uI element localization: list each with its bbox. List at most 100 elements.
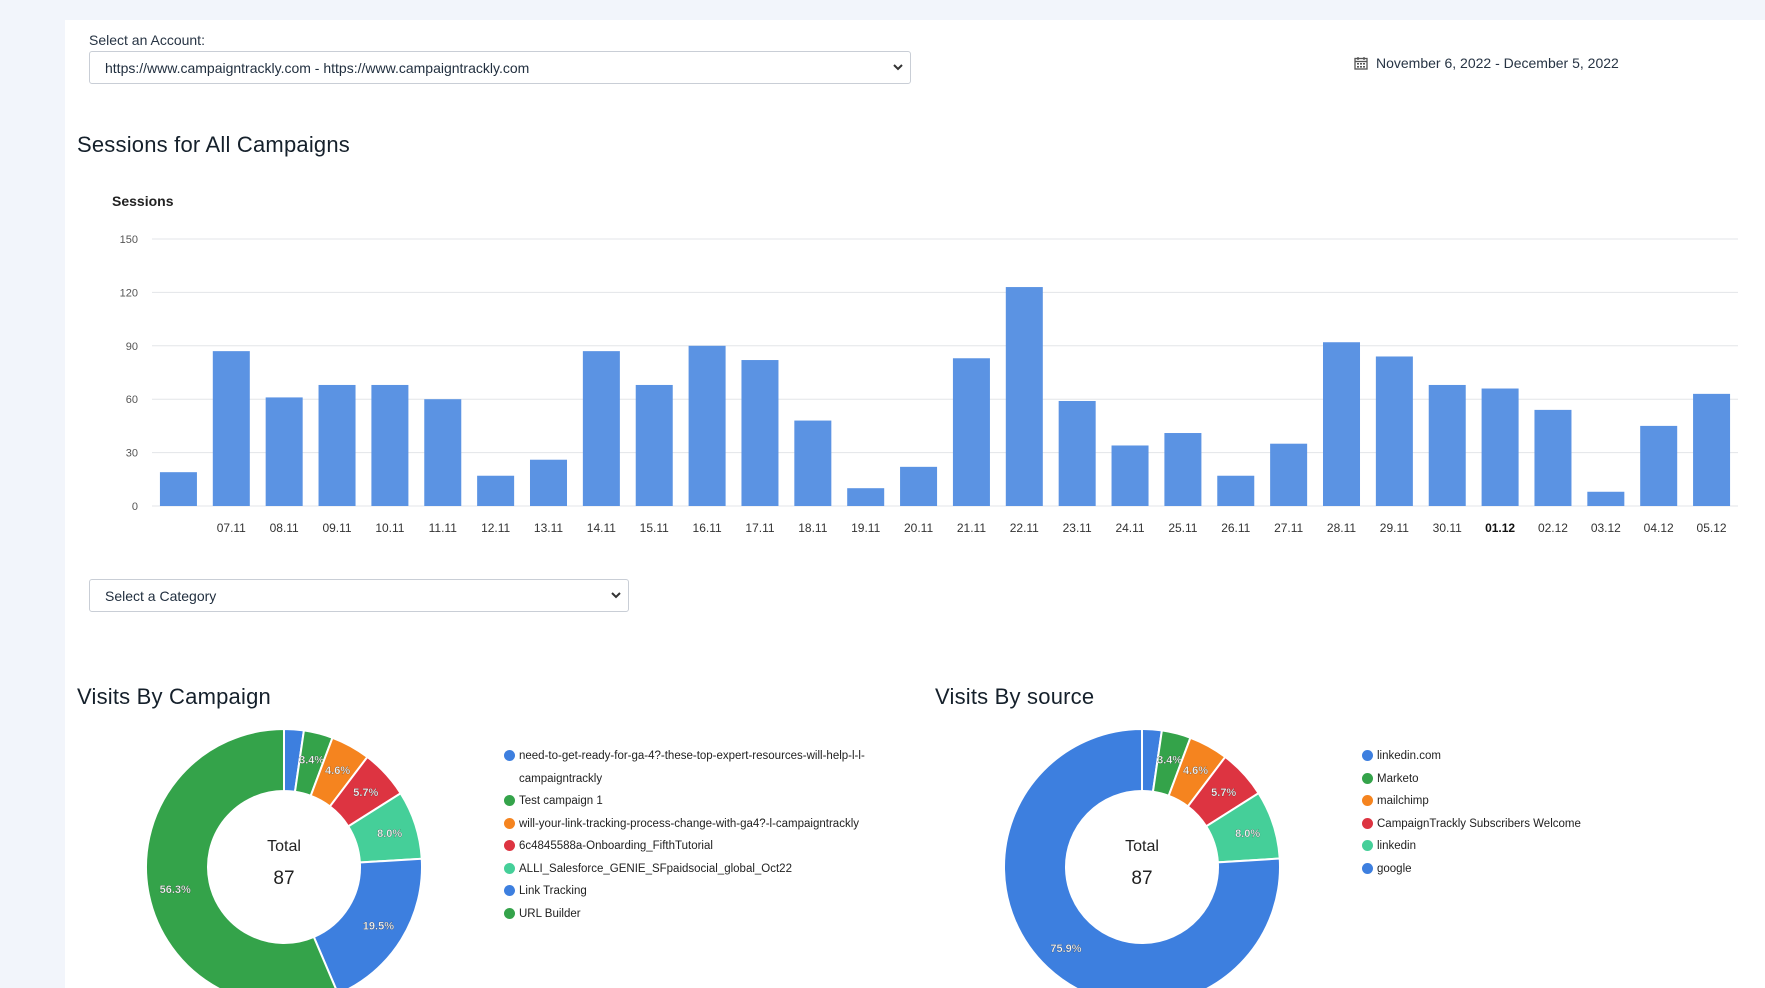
y-tick-label: 120 bbox=[120, 287, 138, 299]
x-tick-label: 01.12 bbox=[1485, 521, 1515, 535]
source-legend: linkedin.com Marketo mailchimp CampaignTrac… bbox=[1362, 745, 1662, 880]
slice-label: 8.0% bbox=[377, 828, 402, 840]
slice-5 bbox=[312, 857, 423, 988]
x-tick-label: 30.11 bbox=[1433, 521, 1462, 535]
bar-05.12 bbox=[1693, 393, 1731, 506]
legend-item[interactable]: ALLI_Salesforce_GENIE_SFpaidsocial_globa… bbox=[504, 858, 904, 881]
campaign-total-label: Total bbox=[267, 838, 301, 855]
legend-swatch bbox=[1362, 795, 1373, 806]
legend-swatch bbox=[504, 750, 515, 761]
bar-24.11 bbox=[1111, 445, 1149, 506]
slice-label: 56.3% bbox=[160, 884, 191, 896]
bar-27.11 bbox=[1270, 443, 1308, 506]
slice-5 bbox=[1003, 727, 1281, 988]
bar-19.11 bbox=[847, 488, 885, 506]
bar-14.11 bbox=[582, 351, 620, 506]
legend-item[interactable]: Marketo bbox=[1362, 768, 1662, 791]
legend-label: will-your-link-tracking-process-change-w… bbox=[519, 817, 860, 830]
chevron-down-icon bbox=[611, 592, 621, 599]
slice-label: 75.9% bbox=[1050, 943, 1081, 955]
source-total-label: Total bbox=[1125, 838, 1159, 855]
legend-swatch bbox=[504, 840, 515, 851]
x-tick-label: 28.11 bbox=[1327, 521, 1356, 535]
legend-label: Link Tracking bbox=[519, 885, 587, 897]
bar-03.12 bbox=[1587, 491, 1625, 506]
slice-label: 8.0% bbox=[1235, 828, 1260, 840]
x-tick-label: 22.11 bbox=[1010, 521, 1039, 535]
bar-30.11 bbox=[1428, 384, 1466, 506]
legend-item[interactable]: Link Tracking bbox=[504, 880, 904, 903]
campaign-legend: need-to-get-ready-for-ga-4?-these-top-ex… bbox=[504, 745, 904, 925]
slice-label: 19.5% bbox=[363, 920, 394, 932]
legend-item[interactable]: 6c4845588a-Onboarding_FifthTutorial bbox=[504, 835, 904, 858]
legend-swatch bbox=[504, 907, 515, 919]
campaign-total: Total 87 bbox=[224, 838, 344, 890]
bar-08.11 bbox=[265, 397, 303, 506]
legend-item[interactable]: google bbox=[1362, 858, 1662, 881]
legend-item[interactable]: mailchimp bbox=[1362, 790, 1662, 813]
bar-12.11 bbox=[477, 475, 515, 506]
legend-item[interactable]: CampaignTrackly Subscribers Welcome bbox=[1362, 813, 1662, 836]
y-tick-label: 60 bbox=[126, 394, 138, 406]
bar-11.11 bbox=[424, 399, 462, 506]
x-tick-label: 24.11 bbox=[1115, 521, 1144, 535]
x-tick-label: 15.11 bbox=[640, 521, 669, 535]
legend-swatch bbox=[1362, 750, 1373, 761]
legend-swatch bbox=[1362, 840, 1373, 851]
legend-item[interactable]: need-to-get-ready-for-ga-4?-these-top-ex… bbox=[504, 745, 904, 790]
bar-25.11 bbox=[1164, 433, 1202, 506]
bar-20.11 bbox=[900, 466, 938, 506]
legend-item[interactable]: will-your-link-tracking-process-change-w… bbox=[504, 813, 904, 836]
campaign-total-value: 87 bbox=[273, 868, 295, 889]
bar-chart-title: Sessions bbox=[112, 193, 174, 209]
x-tick-label: 10.11 bbox=[375, 521, 404, 535]
category-select-value: Select a Category bbox=[105, 587, 217, 604]
x-tick-label: 20.11 bbox=[904, 521, 933, 535]
bar-28.11 bbox=[1322, 342, 1361, 506]
bar-10.11 bbox=[371, 384, 409, 506]
slice-label: 3.4% bbox=[1157, 754, 1182, 766]
x-tick-label: 18.11 bbox=[798, 521, 827, 535]
y-tick-label: 0 bbox=[132, 501, 138, 513]
legend-swatch bbox=[1362, 817, 1373, 829]
x-tick-label: 07.11 bbox=[217, 521, 246, 535]
x-tick-label: 14.11 bbox=[587, 521, 616, 535]
slice-label: 5.7% bbox=[1211, 787, 1236, 799]
slice-label: 4.6% bbox=[325, 765, 350, 777]
bar-07.11 bbox=[212, 351, 250, 506]
legend-item[interactable]: Test campaign 1 bbox=[504, 790, 904, 813]
legend-label: URL Builder bbox=[519, 907, 581, 920]
bar-21.11 bbox=[952, 358, 990, 506]
category-select[interactable]: Select a Category bbox=[89, 579, 629, 612]
bar-15.11 bbox=[635, 384, 673, 506]
legend-item[interactable]: linkedin bbox=[1362, 835, 1662, 858]
legend-swatch bbox=[504, 795, 515, 806]
bar-13.11 bbox=[529, 459, 568, 506]
date-range-text: November 6, 2022 - December 5, 2022 bbox=[1376, 55, 1619, 71]
x-tick-label: 25.11 bbox=[1168, 521, 1197, 535]
legend-label: need-to-get-ready-for-ga-4?-these-top-ex… bbox=[519, 750, 865, 785]
x-tick-label: 17.11 bbox=[745, 521, 774, 535]
slice-6 bbox=[145, 727, 337, 988]
legend-label: ALLI_Salesforce_GENIE_SFpaidsocial_globa… bbox=[519, 862, 792, 875]
sessions-chart-heading: Sessions for All Campaigns bbox=[77, 132, 350, 157]
legend-item[interactable]: URL Builder bbox=[504, 903, 904, 926]
y-tick-label: 90 bbox=[126, 341, 138, 353]
legend-swatch bbox=[1362, 772, 1373, 784]
campaign-chart-heading: Visits By Campaign bbox=[77, 684, 271, 709]
legend-label: linkedin.com bbox=[1377, 750, 1441, 762]
x-tick-label: 09.11 bbox=[322, 521, 351, 535]
y-tick-label: 30 bbox=[126, 448, 138, 460]
x-tick-label: 13.11 bbox=[534, 521, 563, 535]
campaign-donut-chart: 3.4%4.6%5.7% 8.0% 19.5% 56.3% bbox=[145, 727, 423, 988]
x-tick-label: 29.11 bbox=[1380, 521, 1409, 535]
legend-item[interactable]: linkedin.com bbox=[1362, 745, 1662, 768]
date-range-picker[interactable]: November 6, 2022 - December 5, 2022 bbox=[1354, 55, 1619, 71]
x-tick-label: 16.11 bbox=[693, 521, 722, 535]
bar-29.11 bbox=[1375, 356, 1413, 506]
source-total: Total 87 bbox=[1082, 838, 1202, 890]
x-tick-label: 08.11 bbox=[270, 521, 299, 535]
legend-label: Test campaign 1 bbox=[519, 795, 603, 807]
account-select-value: https://www.campaigntrackly.com - https:… bbox=[105, 59, 530, 76]
account-select[interactable]: https://www.campaigntrackly.com - https:… bbox=[89, 51, 911, 84]
